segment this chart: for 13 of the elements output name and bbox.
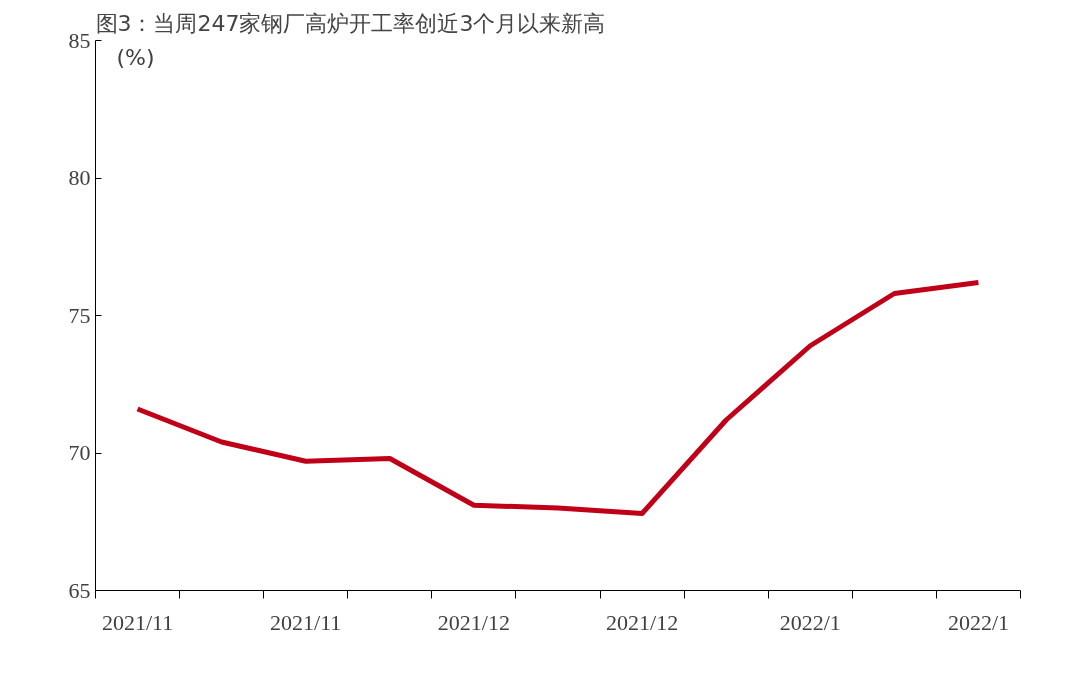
y-tick-label: 65 bbox=[68, 577, 91, 603]
chart-title: 图3：当周247家钢厂高炉开工率创近3个月以来新高 bbox=[95, 10, 606, 36]
x-tick-label: 2022/1 bbox=[947, 609, 1010, 635]
y-tick-label: 85 bbox=[68, 27, 91, 53]
y-tick-label: 80 bbox=[68, 165, 91, 190]
x-tick-label: 2021/12 bbox=[437, 609, 510, 635]
y-axis-title: (%) bbox=[116, 44, 155, 70]
x-tick-label: 2021/11 bbox=[270, 609, 342, 635]
x-tick-label: 2021/11 bbox=[101, 609, 174, 635]
y-tick-label: 70 bbox=[68, 440, 91, 465]
y-tick-label: 75 bbox=[68, 302, 91, 328]
x-tick-label: 2022/1 bbox=[779, 609, 841, 635]
x-tick-label: 2021/12 bbox=[606, 609, 679, 635]
